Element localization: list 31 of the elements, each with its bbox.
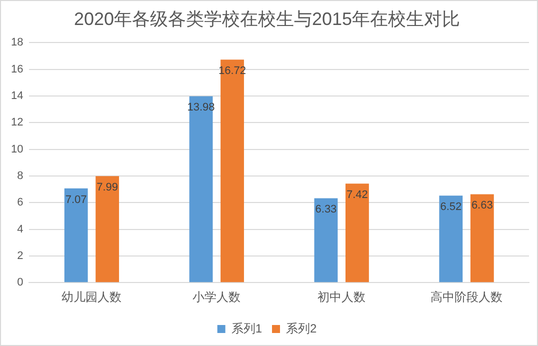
y-tick-label: 10 — [10, 143, 24, 156]
bar — [220, 60, 244, 282]
y-tick-label: 4 — [17, 223, 24, 236]
bar — [314, 198, 338, 282]
y-tick-label: 12 — [10, 116, 24, 129]
y-tick-label: 16 — [10, 63, 24, 76]
bar — [470, 194, 494, 282]
y-tick-label: 6 — [17, 196, 24, 209]
bar — [439, 196, 463, 282]
y-tick-label: 14 — [10, 90, 24, 102]
x-tick-label: 高中阶段人数 — [430, 290, 503, 304]
y-tick-label: 2 — [17, 250, 24, 262]
data-label: 6.33 — [315, 204, 337, 216]
legend-label: 系列1 — [231, 321, 262, 336]
data-label: 6.63 — [471, 200, 493, 212]
bar — [189, 96, 213, 282]
x-tick-label: 幼儿园人数 — [62, 290, 122, 304]
y-tick-label: 18 — [10, 36, 24, 49]
legend-label: 系列2 — [286, 321, 317, 336]
chart-title: 2020年各级各类学校在校生与2015年在校生对比 — [74, 8, 460, 29]
bar — [345, 184, 369, 282]
bar — [96, 176, 120, 282]
y-tick-label: 0 — [17, 276, 24, 289]
x-tick-label: 初中人数 — [318, 290, 366, 304]
data-label: 7.42 — [346, 189, 368, 202]
data-label: 6.52 — [440, 201, 462, 214]
bar — [64, 188, 88, 282]
data-label: 7.99 — [96, 182, 118, 194]
y-tick-label: 8 — [17, 170, 24, 182]
data-label: 7.07 — [65, 194, 87, 206]
x-tick-label: 小学人数 — [192, 290, 241, 304]
